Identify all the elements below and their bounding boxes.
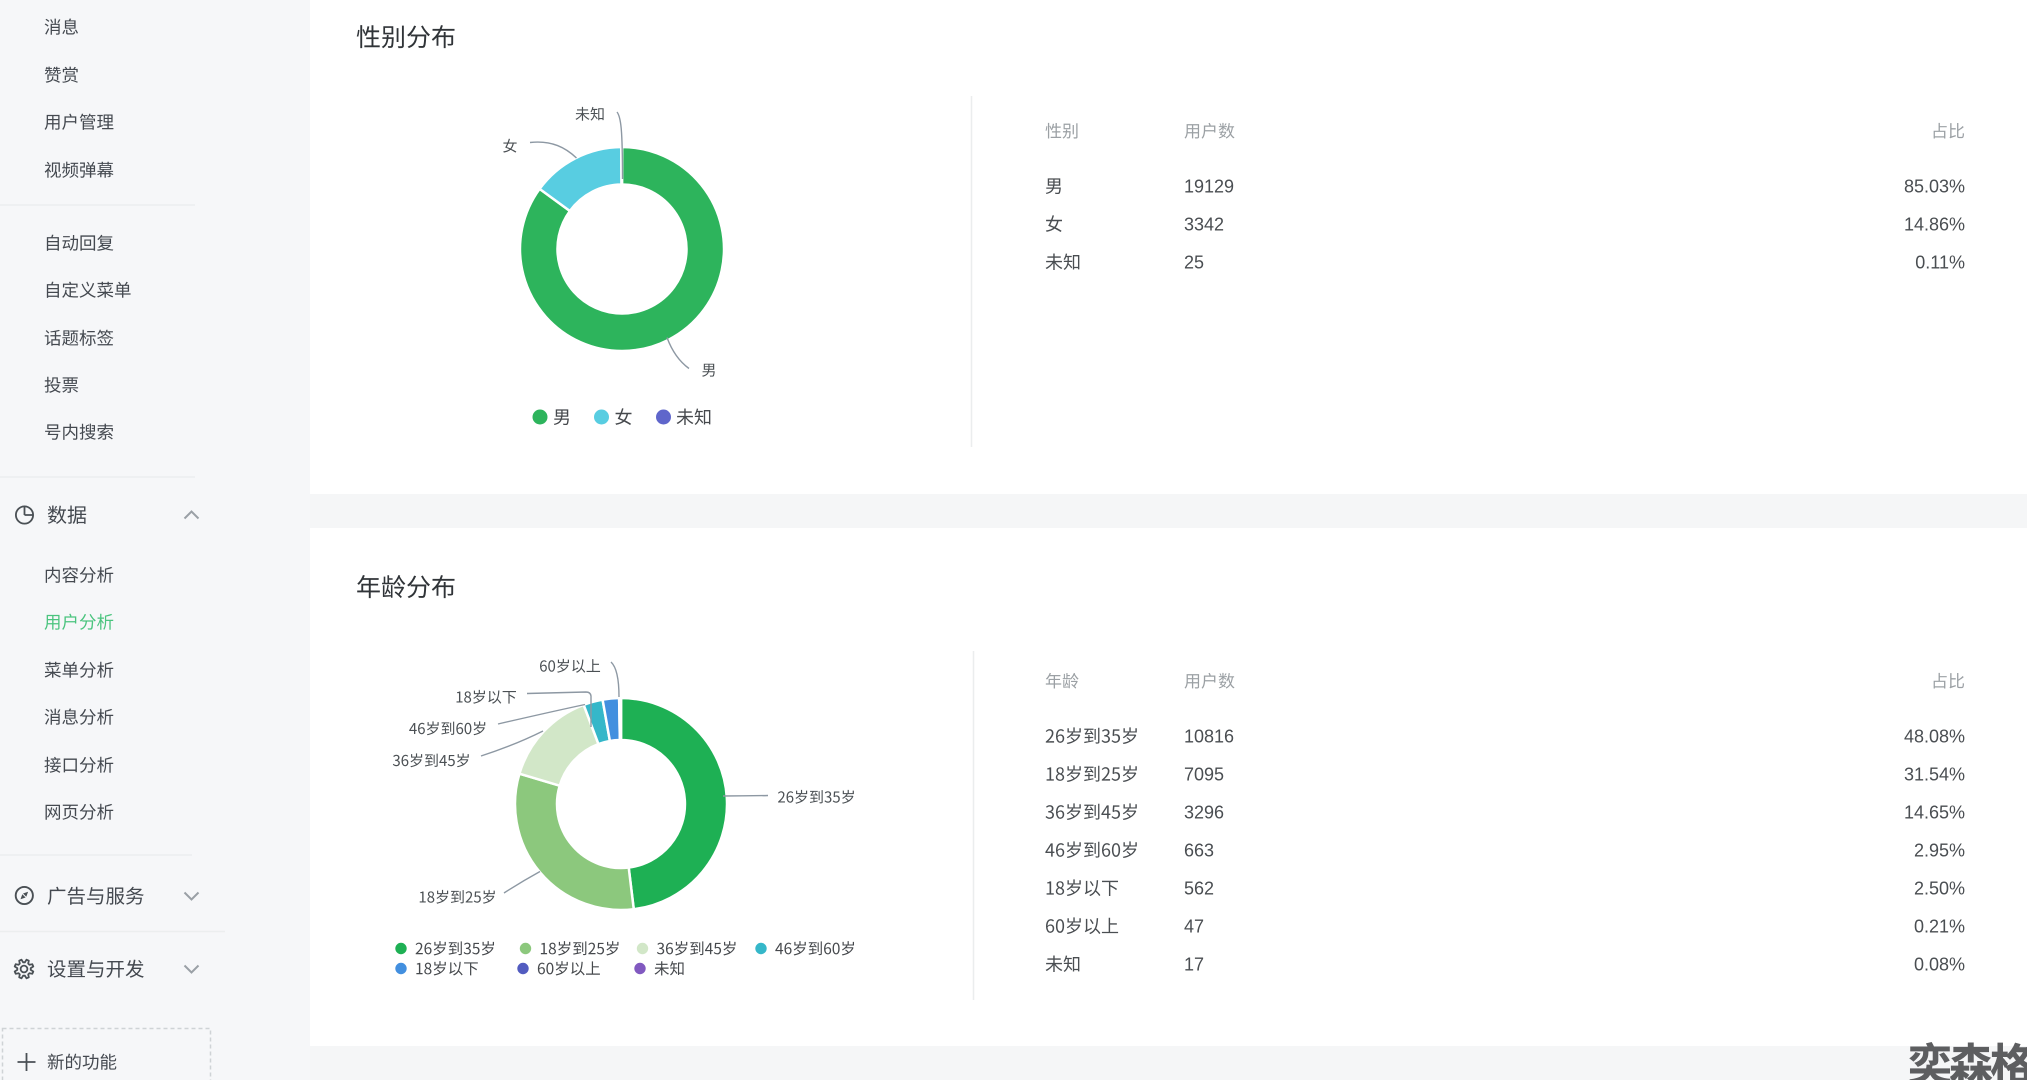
svg-text:7095: 7095 [1184, 765, 1224, 785]
svg-text:0.08%: 0.08% [1914, 955, 1965, 975]
svg-text:48.08%: 48.08% [1904, 727, 1965, 747]
svg-text:2.50%: 2.50% [1914, 879, 1965, 899]
svg-text:25: 25 [1184, 253, 1204, 273]
svg-text:19129: 19129 [1184, 177, 1234, 197]
svg-text:14.65%: 14.65% [1904, 803, 1965, 823]
svg-text:663: 663 [1184, 841, 1214, 861]
svg-text:14.86%: 14.86% [1904, 215, 1965, 235]
svg-text:562: 562 [1184, 879, 1214, 899]
svg-text:3296: 3296 [1184, 803, 1224, 823]
svg-text:10816: 10816 [1184, 727, 1234, 747]
svg-text:3342: 3342 [1184, 215, 1224, 235]
svg-text:2.95%: 2.95% [1914, 841, 1965, 861]
svg-text:0.21%: 0.21% [1914, 917, 1965, 937]
svg-text:31.54%: 31.54% [1904, 765, 1965, 785]
svg-text:85.03%: 85.03% [1904, 177, 1965, 197]
svg-text:47: 47 [1184, 917, 1204, 937]
svg-text:17: 17 [1184, 955, 1204, 975]
svg-text:0.11%: 0.11% [1915, 253, 1965, 273]
